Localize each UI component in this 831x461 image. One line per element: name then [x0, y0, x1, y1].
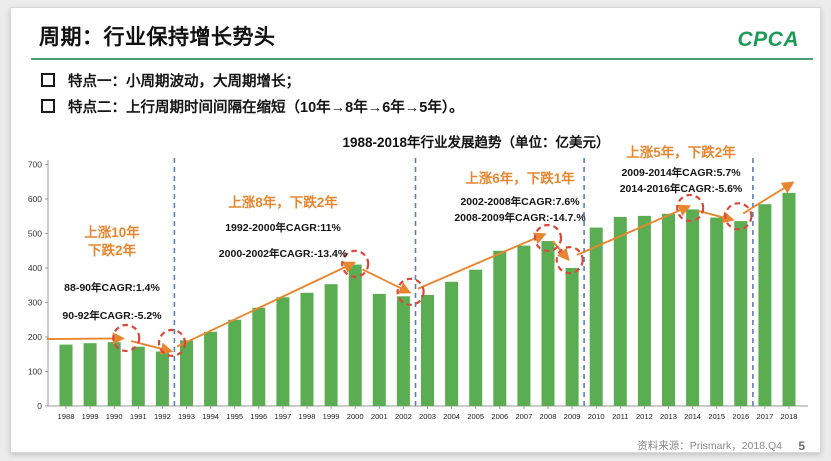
svg-text:1998: 1998: [299, 412, 316, 421]
svg-text:1991: 1991: [130, 412, 147, 421]
svg-text:200: 200: [28, 332, 42, 342]
svg-text:2012: 2012: [636, 412, 653, 421]
bullet-text: 特点一：小周期波动，大周期增长；: [68, 74, 300, 90]
chart-title: 1988-2018年行业发展趋势（单位：亿美元）: [342, 135, 610, 150]
svg-text:1997: 1997: [274, 412, 291, 421]
svg-text:2018: 2018: [781, 412, 798, 421]
svg-text:1996: 1996: [250, 412, 267, 421]
svg-text:100: 100: [28, 367, 42, 377]
svg-text:600: 600: [28, 194, 42, 204]
annotation-cycle-4: 上涨5年，下跌2年 2009-2014年CAGR:5.7% 2014-2016年…: [596, 144, 766, 196]
svg-text:2001: 2001: [371, 412, 388, 421]
bullet-item-1: 特点一：小周期波动，大周期增长；: [41, 70, 300, 91]
svg-text:2004: 2004: [443, 412, 460, 421]
square-bullet-icon: [41, 99, 55, 113]
svg-text:2010: 2010: [588, 412, 605, 421]
bullet-text: 特点二：上行周期时间间隔在缩短（10年→8年→6年→5年）。: [68, 100, 464, 116]
svg-text:2000: 2000: [347, 412, 364, 421]
page-number: 5: [798, 439, 805, 453]
cpca-logo: CPCA: [737, 28, 799, 51]
annotation-cagr-line: 88-90年CAGR:1.4%: [64, 282, 160, 295]
svg-text:2007: 2007: [515, 412, 532, 421]
svg-text:1994: 1994: [202, 412, 219, 421]
annotation-cagr-line: 1992-2000年CAGR:11%: [225, 221, 341, 234]
svg-text:2002: 2002: [395, 412, 412, 421]
annotation-cagr-line: 2008-2009年CAGR:-14.7.%: [454, 211, 586, 224]
page-title: 周期：行业保持增长势头: [39, 26, 276, 49]
source-text: 资料来源：Prismark，2018.Q4: [637, 440, 782, 452]
svg-text:2006: 2006: [491, 412, 508, 421]
svg-text:2009: 2009: [564, 412, 581, 421]
square-bullet-icon: [41, 73, 55, 87]
svg-text:2013: 2013: [660, 412, 677, 421]
annotation-heading: 上涨8年，下跌2年: [228, 195, 338, 210]
svg-text:2005: 2005: [467, 412, 484, 421]
svg-text:400: 400: [28, 263, 42, 273]
annotation-cycle-1: 上涨10年 下跌2年 88-90年CAGR:1.4% 90-92年CAGR:-5…: [51, 224, 173, 323]
annotation-cagr-line: 2000-2002年CAGR:-13.4%: [218, 247, 348, 260]
annotation-cycle-3: 上涨6年，下跌1年 2002-2008年CAGR:7.6% 2008-2009年…: [424, 170, 616, 225]
svg-text:1995: 1995: [226, 412, 243, 421]
svg-text:1993: 1993: [178, 412, 195, 421]
annotation-heading: 上涨5年，下跌2年: [626, 145, 736, 160]
svg-text:700: 700: [28, 160, 42, 170]
svg-text:2015: 2015: [708, 412, 725, 421]
bar-chart-svg: 0 100 200 300 400 500 600 700 1988 1999 1990 1991 19…: [28, 158, 808, 421]
svg-text:0: 0: [37, 401, 42, 411]
svg-text:1999: 1999: [323, 412, 340, 421]
svg-text:2011: 2011: [612, 412, 628, 421]
annotation-heading: 上涨6年，下跌1年: [465, 171, 575, 186]
annotation-cagr-line: 2002-2008年CAGR:7.6%: [460, 195, 580, 208]
svg-text:1990: 1990: [106, 412, 123, 421]
title-underline: [31, 58, 813, 60]
annotation-heading: 上涨10年: [84, 225, 140, 240]
slide: 周期：行业保持增长势头 CPCA 特点一：小周期波动，大周期增长； 特点二：上行…: [10, 7, 821, 453]
svg-text:2014: 2014: [684, 412, 701, 421]
bullet-item-2: 特点二：上行周期时间间隔在缩短（10年→8年→6年→5年）。: [41, 96, 464, 117]
svg-text:2016: 2016: [732, 412, 749, 421]
svg-text:1992: 1992: [154, 412, 171, 421]
annotation-cagr-line: 2009-2014年CAGR:5.7%: [621, 166, 741, 179]
svg-text:2008: 2008: [540, 412, 557, 421]
svg-text:1988: 1988: [58, 412, 75, 421]
annotation-cycle-2: 上涨8年，下跌2年 1992-2000年CAGR:11% 2000-2002年C…: [198, 194, 368, 261]
annotation-cagr-line: 2014-2016年CAGR:-5.6%: [619, 182, 743, 195]
svg-text:500: 500: [28, 229, 42, 239]
industry-trend-chart: 0 100 200 300 400 500 600 700 1988 1999 1990 1991 19…: [26, 144, 821, 436]
svg-text:2017: 2017: [756, 412, 773, 421]
svg-text:2003: 2003: [419, 412, 436, 421]
svg-text:1999: 1999: [82, 412, 99, 421]
annotation-heading: 下跌2年: [87, 242, 136, 258]
annotation-cagr-line: 90-92年CAGR:-5.2%: [62, 310, 162, 323]
svg-text:300: 300: [28, 298, 42, 308]
